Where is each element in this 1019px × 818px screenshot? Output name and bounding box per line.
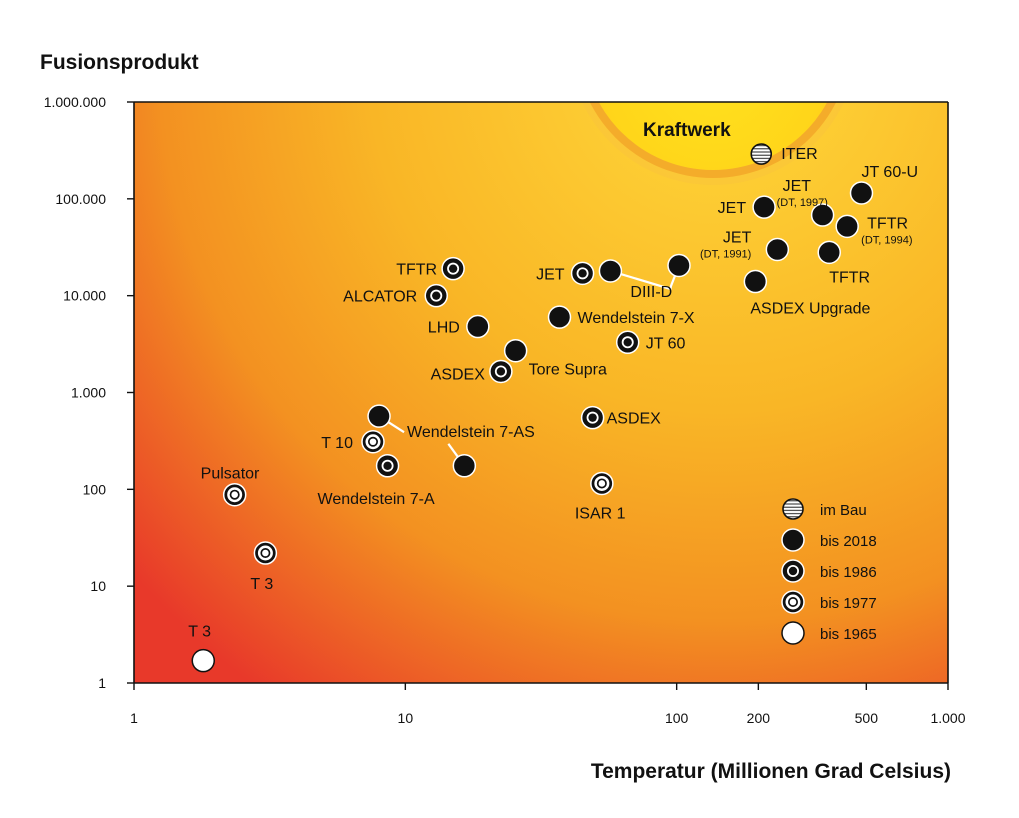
point-label: T 3 [188, 624, 211, 641]
data-point [253, 541, 278, 565]
data-point [598, 259, 623, 283]
data-point [849, 181, 874, 205]
data-point [191, 648, 216, 673]
point-sublabel: (DT, 1991) [700, 248, 751, 260]
point-sublabel: (DT, 1994) [861, 234, 912, 246]
data-point [222, 482, 247, 507]
data-point [590, 471, 614, 496]
point-label: Wendelstein 7-X [578, 310, 695, 327]
point-label: Pulsator [201, 466, 260, 483]
legend-label: bis 1986 [820, 564, 877, 581]
y-axis-title: Fusionsprodukt [40, 51, 199, 74]
data-points [191, 143, 874, 673]
plot-area: Kraftwerk ITER JT 60-U JET (DT, 1997) JET TFT… [134, 102, 948, 683]
point-label: JT 60-U [862, 164, 919, 181]
x-tick-label: 1 [130, 710, 138, 726]
y-tick-label: 100.000 [55, 191, 106, 207]
data-point [361, 430, 385, 454]
point-label: Tore Supra [529, 362, 607, 379]
point-label: T 10 [321, 435, 353, 452]
data-point [466, 314, 490, 339]
point-label: LHD [428, 320, 460, 337]
point-label: JET [536, 266, 565, 283]
y-tick-label: 1.000 [71, 385, 106, 401]
legend-marker [781, 590, 805, 614]
point-label: ASDEX [431, 366, 486, 383]
y-tick-label: 1 [98, 675, 106, 691]
plot-background [134, 102, 948, 683]
legend-marker [781, 559, 805, 583]
point-label: ISAR 1 [575, 505, 626, 522]
data-point [489, 359, 513, 384]
data-point [441, 256, 465, 281]
data-point [743, 269, 768, 294]
point-label: ITER [781, 146, 817, 163]
x-ticks: 1 10 100 200 500 1.000 [130, 683, 966, 726]
data-point [503, 338, 528, 363]
data-point [580, 405, 605, 430]
point-label: JT 60 [646, 335, 686, 352]
point-label: Wendelstein 7-A [318, 491, 435, 508]
legend-label: bis 2018 [820, 533, 877, 550]
axes: 1 10 100 1.000 10.000 100.000 1.000.000 1 10 100… [44, 94, 966, 726]
point-label: ASDEX [607, 411, 662, 428]
data-point [547, 305, 572, 329]
data-point [367, 404, 391, 428]
data-point [752, 195, 776, 219]
legend-label: bis 1965 [820, 626, 877, 643]
point-label: JET [723, 229, 752, 246]
x-axis-title: Temperatur (Millionen Grad Celsius) [591, 760, 951, 783]
data-point [424, 283, 448, 308]
data-point [817, 240, 841, 265]
data-point [765, 237, 790, 262]
legend-label: im Bau [820, 502, 867, 519]
kraftwerk-label: Kraftwerk [643, 120, 731, 141]
data-point [615, 330, 640, 355]
data-point [810, 203, 835, 227]
data-point [835, 214, 859, 239]
legend-marker [781, 528, 805, 552]
x-tick-label: 10 [398, 710, 414, 726]
point-label: ALCATOR [343, 289, 417, 306]
data-point [570, 261, 595, 286]
data-point [375, 454, 400, 478]
legend-label: bis 1977 [820, 595, 877, 612]
point-label: TFTR [396, 262, 437, 279]
y-tick-label: 100 [83, 481, 107, 497]
point-label: T 3 [250, 576, 273, 593]
point-labels: ITER JT 60-U JET (DT, 1997) JET TFTR (DT, 1994… [188, 146, 918, 641]
y-tick-label: 10.000 [63, 288, 106, 304]
point-sublabel: (DT, 1997) [777, 197, 828, 209]
x-tick-label: 200 [747, 710, 771, 726]
point-label: JET [718, 200, 747, 217]
y-tick-label: 1.000.000 [44, 94, 106, 110]
point-label: TFTR [829, 269, 870, 286]
point-label: DIII-D [630, 284, 672, 301]
x-tick-label: 500 [855, 710, 879, 726]
legend-marker [782, 498, 804, 520]
y-tick-label: 10 [90, 578, 106, 594]
legend: im Bau bis 2018 bis 1986 bis 1977 bis 1965 [781, 498, 877, 645]
data-point [750, 143, 773, 165]
legend-marker [781, 621, 805, 645]
y-ticks: 1 10 100 1.000 10.000 100.000 1.000.000 [44, 94, 134, 691]
point-label: TFTR [867, 215, 908, 232]
point-label: Wendelstein 7-AS [407, 424, 535, 441]
point-label: ASDEX Upgrade [750, 301, 870, 318]
data-point [667, 253, 691, 278]
x-tick-label: 100 [665, 710, 689, 726]
point-label: JET [783, 178, 812, 195]
x-tick-label: 1.000 [930, 710, 965, 726]
data-point [452, 454, 477, 478]
